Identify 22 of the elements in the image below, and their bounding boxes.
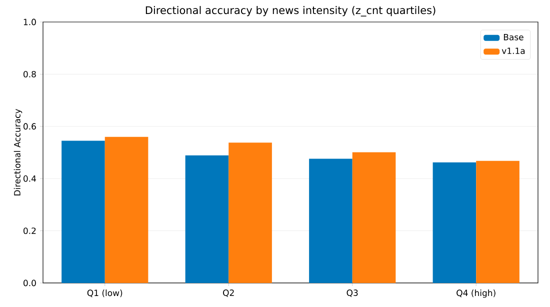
- y-tick-label: 1.0: [24, 18, 36, 26]
- y-tick-label: 0.8: [24, 70, 36, 78]
- y-tick-label: 0.0: [24, 280, 36, 286]
- legend-label: v1.1a: [502, 48, 525, 54]
- bar: [432, 162, 476, 283]
- y-tick-label: 0.4: [24, 175, 36, 182]
- x-tick-label: Q3: [346, 290, 358, 297]
- chart-title: Directional accuracy by news intensity (z_cnt quartiles): [146, 6, 436, 16]
- legend-label: Base: [504, 34, 524, 40]
- y-tick-label: 0.6: [24, 123, 36, 130]
- bar: [309, 158, 352, 283]
- y-tick-label: 0.2: [24, 228, 36, 234]
- bar: [352, 152, 396, 283]
- bar: [476, 160, 520, 283]
- bar: [62, 140, 105, 283]
- y-axis-title: Directional Accuracy: [14, 108, 22, 196]
- bar: [185, 155, 229, 283]
- x-tick-label: Q4 (high): [456, 290, 496, 298]
- x-tick-label: Q2: [223, 290, 234, 297]
- x-tick-label: Q1 (low): [87, 290, 122, 298]
- bar: [228, 142, 272, 283]
- bar: [104, 136, 148, 283]
